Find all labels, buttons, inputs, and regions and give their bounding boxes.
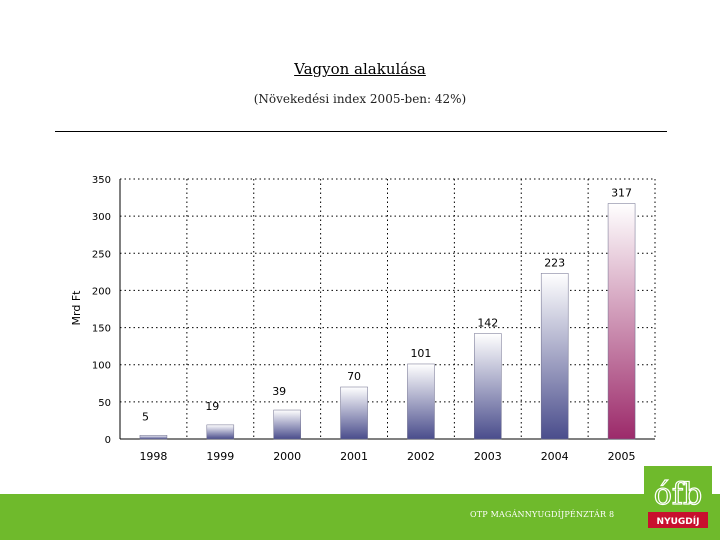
data-label: 101: [410, 347, 431, 360]
y-axis-label: Mrd Ft: [70, 290, 83, 326]
otp-nyugdij-logo: ófb NYUGDÍJ: [644, 466, 712, 532]
x-tick-label: 2003: [474, 450, 502, 463]
y-tick-label: 250: [92, 249, 111, 260]
bars: [139, 203, 636, 440]
gridlines: [119, 178, 656, 440]
y-tick-label: 350: [92, 175, 111, 186]
data-label: 317: [611, 187, 632, 200]
chart-title: Vagyon alakulása: [294, 60, 426, 78]
logo-word: NYUGDÍJ: [657, 515, 700, 527]
logo-red-band: [648, 512, 708, 528]
data-label: 70: [347, 370, 361, 383]
data-label: 5: [142, 410, 149, 423]
bar-2002: [407, 363, 435, 440]
data-label: 19: [205, 400, 219, 413]
footer-text: OTP MAGÁNNYUGDÍJPÉNZTÁR 8: [470, 510, 615, 519]
y-tick-label: 300: [92, 212, 111, 223]
y-tick-label: 150: [92, 324, 111, 335]
bar-2003: [474, 333, 502, 440]
y-tick-label: 200: [92, 286, 111, 297]
bar-2001: [340, 386, 368, 440]
x-tick-label: 2002: [407, 450, 435, 463]
data-label: 142: [477, 317, 498, 330]
y-tick-label: 0: [105, 435, 111, 446]
bar-2005: [607, 203, 636, 440]
bar-2004: [540, 273, 569, 440]
chart-subtitle: (Növekedési index 2005-ben: 42%): [253, 92, 467, 106]
x-tick-label: 2001: [340, 450, 368, 463]
x-tick-label: 2005: [608, 450, 636, 463]
x-tick-label: 1998: [139, 450, 167, 463]
bar-1998: [139, 435, 168, 440]
y-axis-ticks: 0 50 100 150 200 250 300 350: [92, 175, 111, 446]
x-axis-ticks: 1998 1999 2000 2001 2002 2003 2004 2005: [139, 450, 635, 463]
bar-2000: [273, 409, 301, 440]
logo-mark: ófb: [654, 477, 702, 512]
bar-chart: 0 50 100 150 200 250 300 350 5 19 39 70 101 142 223 31…: [70, 175, 656, 463]
x-tick-label: 2000: [273, 450, 301, 463]
footer-bar: [0, 494, 720, 540]
data-label: 39: [272, 385, 286, 398]
x-tick-label: 2004: [541, 450, 569, 463]
data-label: 223: [544, 256, 565, 269]
bar-1999: [206, 424, 235, 440]
y-tick-label: 50: [98, 398, 111, 409]
y-tick-label: 100: [92, 361, 111, 372]
x-tick-label: 1999: [206, 450, 234, 463]
data-labels: 5 19 39 70 101 142 223 317: [142, 187, 632, 424]
title-divider: [55, 131, 667, 132]
